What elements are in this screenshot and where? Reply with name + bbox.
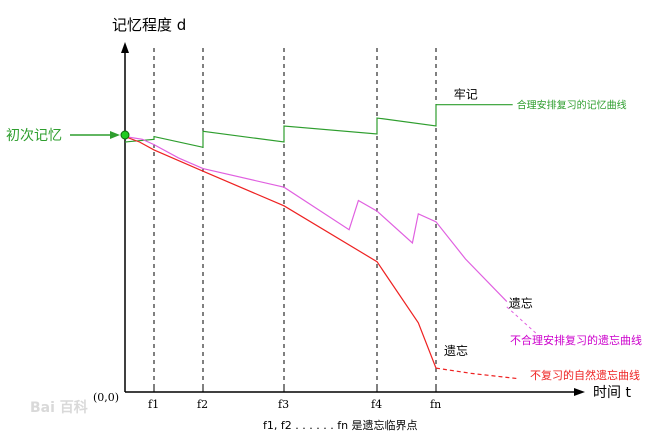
end-label-forget-red: 遗忘	[444, 343, 468, 358]
x-axis-arrow	[574, 388, 585, 396]
series-name-natural-forgetting: 不复习的自然遗忘曲线	[530, 368, 640, 382]
series-line-reasonable-review	[124, 104, 513, 149]
labels: 记忆程度 d 时间 t (0,0) 初次记忆 f1, f2 . . . . . …	[6, 16, 631, 432]
series-line-natural-forgetting	[124, 136, 437, 369]
start-label: 初次记忆	[6, 127, 62, 144]
origin-label: (0,0)	[93, 391, 119, 404]
series-name-reasonable-review: 合理安排复习的记忆曲线	[517, 99, 627, 112]
x-axis-label: 时间 t	[593, 385, 631, 401]
tick-label-f4: f4	[371, 398, 382, 411]
axes	[121, 42, 585, 396]
y-axis-arrow	[121, 42, 129, 53]
magenta-dashed-tail	[506, 306, 537, 334]
tick-label-f2: f2	[197, 398, 208, 411]
y-axis-label: 记忆程度 d	[112, 16, 186, 34]
critical-point-gridlines: f1 f2 f3 f4 fn	[148, 48, 441, 411]
series-name-unreasonable-review: 不合理安排复习的遗忘曲线	[510, 333, 642, 347]
footnote: f1, f2 . . . . . . fn 是遗忘临界点	[263, 418, 418, 432]
tick-label-f3: f3	[278, 398, 289, 411]
start-arrow-head	[110, 131, 120, 139]
series-line-unreasonable-review	[124, 136, 508, 303]
start-point	[120, 130, 130, 140]
tick-label-fn: fn	[430, 398, 441, 411]
series-line-natural-forgetting-tail	[435, 367, 519, 380]
end-label-forget-magenta: 遗忘	[509, 296, 533, 311]
end-label-remember: 牢记	[454, 87, 478, 102]
tick-label-f1: f1	[148, 398, 159, 411]
watermark: Bai 百科	[30, 399, 88, 416]
